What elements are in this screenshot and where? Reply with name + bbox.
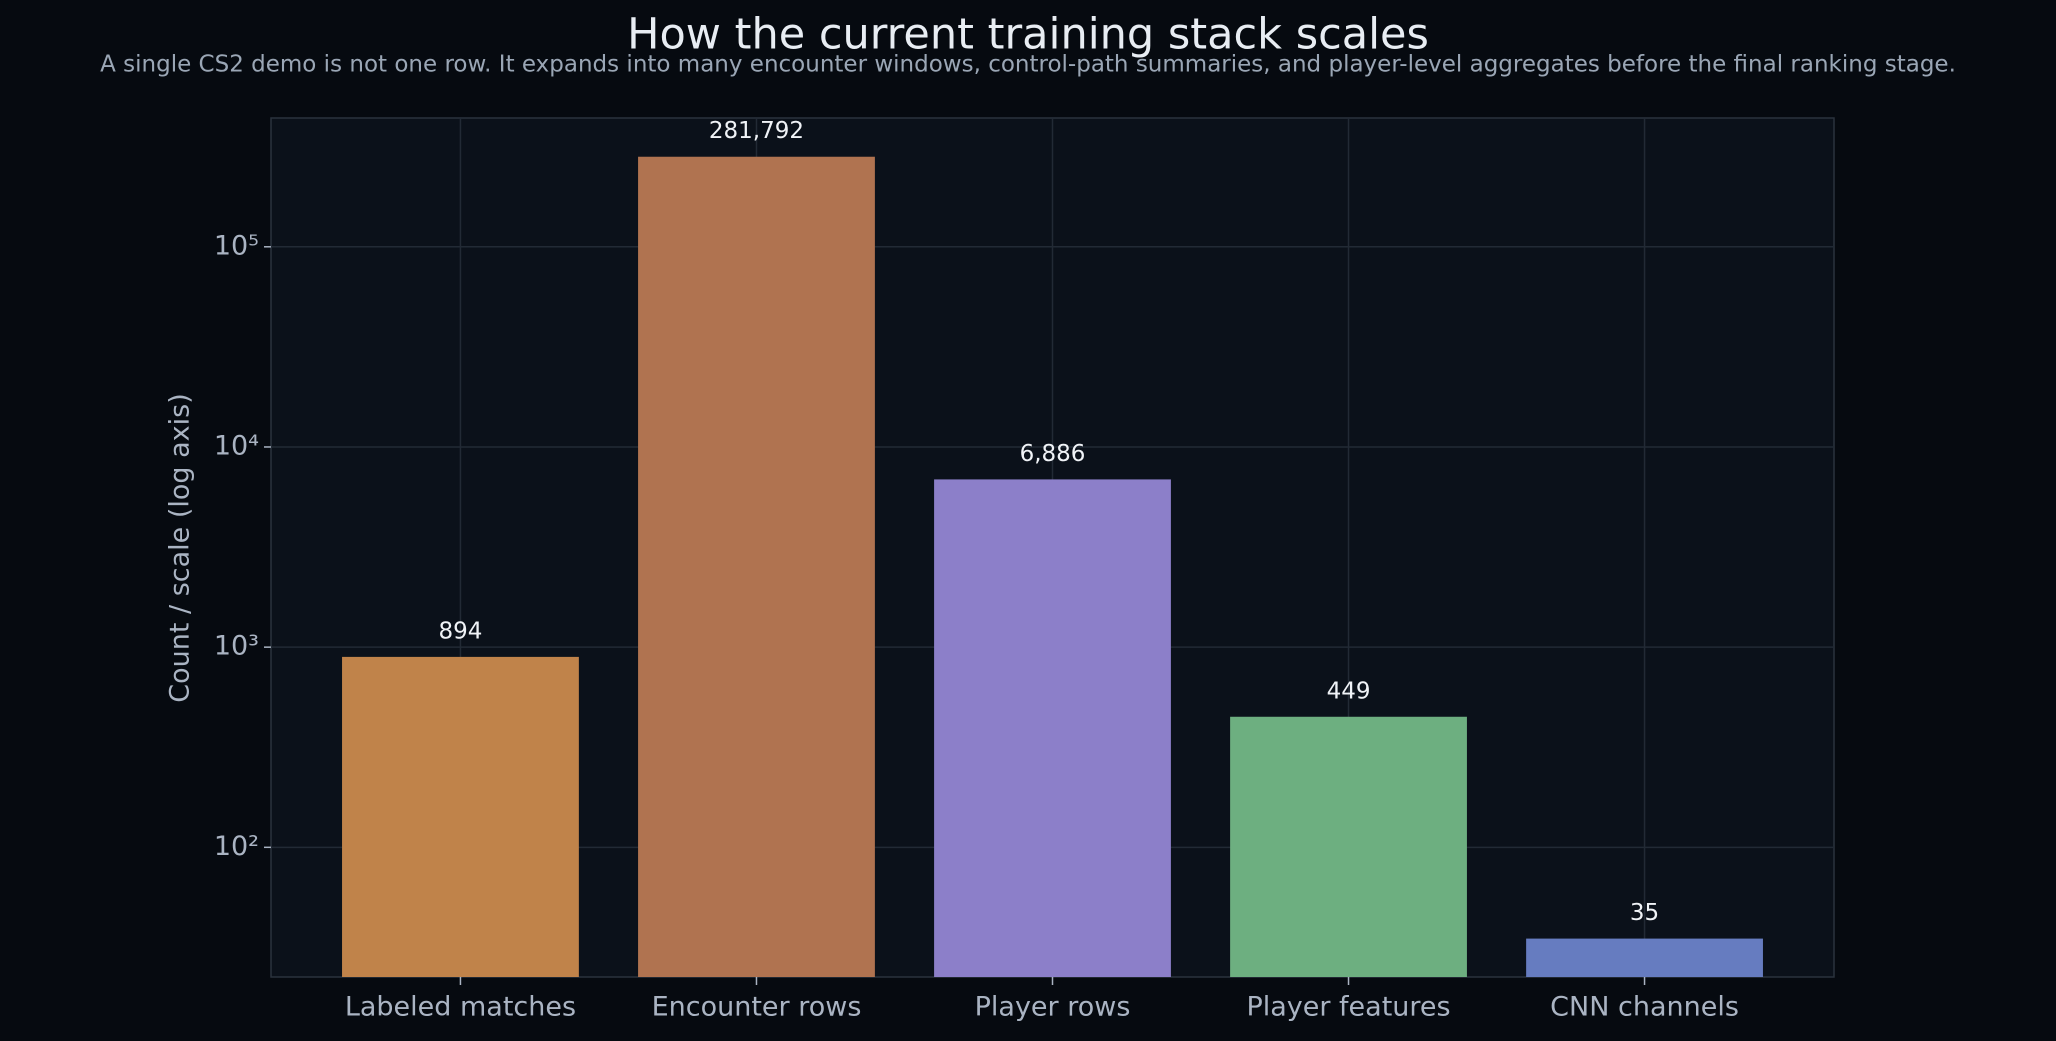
chart-subtitle: A single CS2 demo is not one row. It exp… xyxy=(100,52,1956,78)
bar xyxy=(1230,716,1467,977)
bar xyxy=(934,479,1171,977)
value-label: 894 xyxy=(439,618,483,644)
y-tick-label: 10⁴ xyxy=(214,430,259,461)
x-tick-label: Encounter rows xyxy=(652,992,862,1023)
bar xyxy=(342,656,579,977)
y-tick-label: 10³ xyxy=(214,631,259,662)
x-tick-label: Player features xyxy=(1246,992,1450,1023)
y-axis-label: Count / scale (log axis) xyxy=(165,393,196,703)
bar xyxy=(638,156,875,977)
value-label: 6,886 xyxy=(1020,441,1086,467)
chart-title: How the current training stack scales xyxy=(627,10,1429,60)
value-label: 35 xyxy=(1630,900,1659,926)
x-tick-label: Player rows xyxy=(975,992,1131,1023)
x-tick-label: CNN channels xyxy=(1550,992,1739,1023)
bar xyxy=(1526,938,1763,977)
value-label: 449 xyxy=(1327,678,1371,704)
value-label: 281,792 xyxy=(709,118,804,144)
x-tick-label: Labeled matches xyxy=(345,992,576,1023)
y-tick-label: 10² xyxy=(214,831,259,862)
y-tick-label: 10⁵ xyxy=(214,230,259,261)
